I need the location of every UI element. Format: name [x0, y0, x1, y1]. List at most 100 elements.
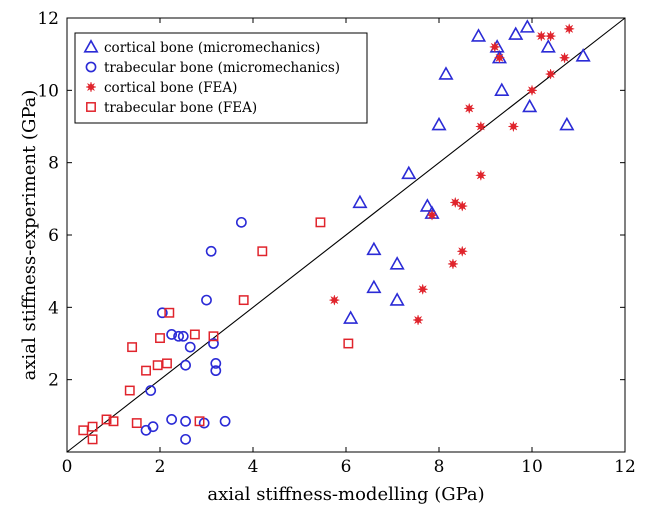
- series-4: [78, 217, 354, 445]
- data-point: [184, 341, 196, 353]
- data-point: [449, 196, 462, 209]
- data-point: [87, 434, 98, 445]
- data-point: [559, 116, 575, 131]
- data-point: [131, 418, 142, 429]
- y-tick-label: 8: [48, 154, 59, 174]
- data-point: [426, 209, 438, 222]
- data-point: [456, 245, 469, 258]
- data-point: [101, 414, 112, 425]
- data-point: [155, 333, 165, 344]
- data-point: [201, 294, 212, 306]
- data-point: [87, 421, 98, 432]
- data-point: [124, 385, 135, 396]
- plot-content: [66, 17, 626, 453]
- data-point: [108, 416, 119, 427]
- data-point: [180, 415, 191, 427]
- data-point: [147, 421, 159, 433]
- data-point: [145, 385, 157, 396]
- legend-label: cortical bone (FEA): [104, 80, 237, 96]
- y-tick-label: 12: [37, 9, 59, 29]
- data-point: [389, 292, 405, 306]
- legend-marker: [83, 39, 99, 53]
- data-point: [166, 414, 178, 425]
- data-point: [494, 82, 510, 96]
- x-tick-label: 12: [614, 457, 636, 477]
- y-tick-label: 6: [48, 226, 59, 246]
- data-point: [189, 329, 200, 340]
- data-point: [156, 307, 168, 319]
- data-point: [401, 165, 417, 180]
- data-point: [474, 169, 487, 182]
- y-tick-label: 2: [48, 371, 59, 391]
- data-point: [210, 365, 222, 377]
- y-tick-label: 4: [48, 298, 59, 318]
- data-point: [315, 217, 326, 228]
- data-point: [544, 30, 557, 42]
- data-point: [366, 241, 382, 256]
- data-point: [208, 338, 219, 349]
- data-point: [412, 314, 424, 326]
- x-tick-label: 6: [341, 457, 352, 477]
- data-point: [447, 258, 459, 270]
- data-point: [535, 30, 548, 42]
- data-point: [208, 331, 219, 342]
- series-3: [328, 22, 576, 326]
- data-point: [488, 41, 501, 53]
- legend-label: trabecular bone (micromechanics): [104, 60, 340, 76]
- x-tick-label: 10: [521, 457, 543, 477]
- data-point: [180, 359, 191, 371]
- data-point: [352, 194, 368, 209]
- data-point: [563, 22, 576, 35]
- data-point: [173, 330, 184, 342]
- data-point: [152, 360, 163, 371]
- data-point: [575, 48, 591, 62]
- legend: cortical bone (micromechanics) trabecular…: [74, 32, 368, 124]
- data-point: [328, 294, 341, 307]
- legend-marker: [86, 102, 96, 112]
- data-point: [438, 66, 454, 80]
- data-point: [127, 342, 138, 353]
- data-point: [205, 245, 217, 257]
- data-point: [519, 19, 535, 33]
- legend-label: cortical bone (micromechanics): [104, 40, 320, 56]
- data-point: [366, 279, 382, 294]
- data-point: [470, 28, 487, 42]
- data-point: [526, 84, 538, 97]
- x-axis-label: axial stiffness-modelling (GPa): [207, 484, 484, 505]
- data-point: [194, 416, 205, 427]
- x-tick-label: 2: [155, 457, 166, 477]
- data-point: [235, 216, 247, 228]
- data-point: [419, 198, 435, 212]
- data-point: [238, 295, 249, 306]
- legend-marker: [85, 81, 97, 93]
- data-point: [343, 338, 354, 349]
- data-point: [456, 200, 469, 212]
- x-tick-label: 4: [248, 457, 259, 477]
- data-point: [474, 120, 487, 133]
- data-point: [493, 51, 506, 64]
- x-tick-label: 8: [434, 457, 445, 477]
- legend-label: trabecular bone (FEA): [104, 100, 257, 116]
- data-point: [522, 98, 538, 113]
- y-axis-label: axial stiffness-experiment (GPa): [19, 90, 40, 381]
- data-point: [431, 116, 447, 131]
- data-point: [257, 246, 268, 257]
- data-point: [540, 39, 556, 53]
- data-point: [416, 283, 429, 296]
- data-point: [78, 425, 89, 436]
- data-point: [162, 358, 172, 369]
- data-point: [164, 307, 175, 318]
- data-point: [166, 329, 178, 340]
- data-point: [544, 68, 557, 80]
- data-point: [219, 415, 231, 427]
- data-point: [141, 365, 152, 376]
- data-point: [463, 102, 476, 115]
- data-point: [177, 330, 189, 342]
- data-point: [508, 26, 524, 40]
- data-point: [558, 51, 571, 64]
- series-1: [343, 19, 591, 324]
- data-point: [343, 310, 359, 324]
- data-point: [507, 120, 520, 133]
